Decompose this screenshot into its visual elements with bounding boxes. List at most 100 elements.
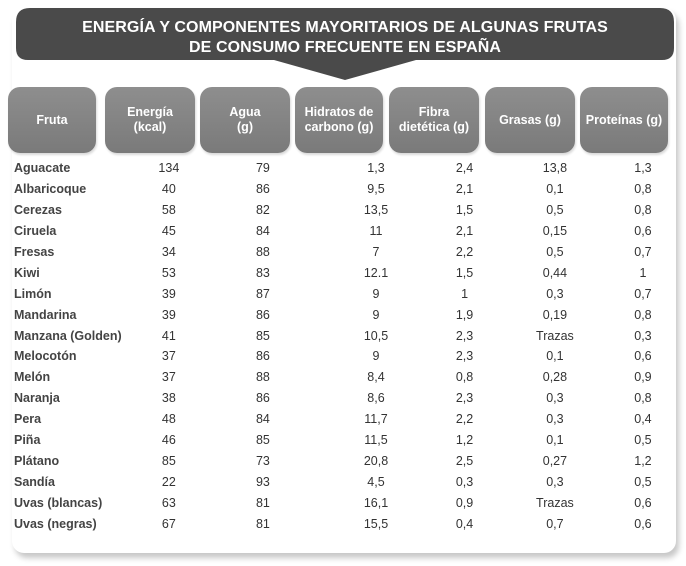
fruit-name: Kiwi bbox=[14, 265, 40, 280]
cell-hidratos: 8,4 bbox=[367, 370, 385, 385]
cell-hidratos: 11 bbox=[369, 224, 383, 239]
fruit-name: Limón bbox=[14, 286, 52, 301]
fruit-name: Sandía bbox=[14, 474, 55, 489]
cell-agua: 82 bbox=[255, 203, 270, 218]
cell-proteinas: 0,6 bbox=[634, 349, 652, 364]
table-row: Manzana (Golden) 41 85 10,5 2,3 Trazas 0,3 bbox=[14, 325, 686, 346]
cell-hidratos: 11,7 bbox=[364, 412, 388, 427]
title-line-2: DE CONSUMO FRECUENTE EN ESPAÑA bbox=[188, 39, 502, 56]
cell-fibra: 0,3 bbox=[455, 474, 474, 489]
cell-agua: 86 bbox=[255, 307, 270, 322]
table-row: Cerezas 58 82 13,5 1,5 0,5 0,8 bbox=[14, 200, 686, 221]
fruit-name: Melocotón bbox=[14, 349, 77, 364]
fruit-name: Aguacate bbox=[14, 161, 71, 176]
cell-energia: 58 bbox=[161, 203, 176, 218]
cell-proteinas: 0,5 bbox=[634, 433, 652, 448]
cell-grasas: 0,7 bbox=[546, 516, 564, 531]
table-row: Melón 37 88 8,4 0,8 0,28 0,9 bbox=[14, 367, 686, 388]
cell-grasas: 0,15 bbox=[542, 224, 568, 239]
cell-agua: 83 bbox=[255, 265, 270, 280]
table-row: Ciruela 45 84 11 2,1 0,15 0,6 bbox=[14, 221, 686, 242]
cell-agua: 84 bbox=[255, 224, 270, 239]
cell-hidratos: 9 bbox=[372, 349, 380, 364]
cell-hidratos: 11,5 bbox=[364, 433, 388, 448]
table-row: Mandarina 39 86 9 1,9 0,19 0,8 bbox=[14, 304, 686, 325]
fruit-name: Ciruela bbox=[14, 224, 57, 239]
cell-hidratos: 10,5 bbox=[363, 328, 389, 343]
cell-hidratos: 7 bbox=[372, 245, 380, 259]
cell-energia: 40 bbox=[161, 182, 176, 197]
cell-grasas: 0,27 bbox=[542, 453, 568, 468]
cell-agua: 86 bbox=[255, 182, 270, 197]
cell-fibra: 2,2 bbox=[455, 412, 474, 427]
cell-grasas: Trazas bbox=[536, 495, 574, 510]
table-row: Melocotón 37 86 9 2,3 0,1 0,6 bbox=[14, 346, 686, 367]
cell-agua: 86 bbox=[255, 349, 270, 364]
cell-grasas: 0,3 bbox=[546, 286, 564, 301]
cell-hidratos: 9 bbox=[372, 307, 380, 322]
fruit-name: Cerezas bbox=[14, 203, 62, 218]
cell-agua: 81 bbox=[255, 516, 270, 531]
cell-proteinas: 0,8 bbox=[634, 391, 652, 406]
cell-fibra: 2,2 bbox=[455, 245, 474, 259]
column-headers: Fruta Energía (kcal) Agua (g) Hidratos d… bbox=[8, 87, 678, 153]
cell-energia: 53 bbox=[161, 265, 176, 280]
table-row: Piña 46 85 11,5 1,2 0,1 0,5 bbox=[14, 430, 686, 451]
cell-fibra: 0,8 bbox=[455, 370, 474, 385]
header-fruta: Fruta bbox=[8, 87, 96, 153]
cell-fibra: 1 bbox=[461, 286, 469, 301]
cell-proteinas: 0,6 bbox=[634, 495, 652, 510]
cell-fibra: 1,2 bbox=[455, 433, 474, 448]
table-row: Uvas (blancas) 63 81 16,1 0,9 Trazas 0,6 bbox=[14, 492, 686, 513]
cell-fibra: 2,1 bbox=[455, 182, 474, 197]
cell-proteinas: 1,3 bbox=[634, 161, 652, 176]
table-row: Limón 39 87 9 1 0,3 0,7 bbox=[14, 283, 686, 304]
cell-fibra: 2,3 bbox=[455, 349, 474, 364]
cell-proteinas: 0,4 bbox=[634, 412, 652, 427]
table-row: Fresas 34 88 7 2,2 0,5 0,7 bbox=[14, 242, 686, 263]
cell-agua: 84 bbox=[255, 412, 270, 427]
fruit-name: Manzana (Golden) bbox=[14, 328, 122, 343]
cell-energia: 22 bbox=[161, 474, 176, 489]
cell-agua: 88 bbox=[255, 245, 270, 259]
cell-grasas: 0,3 bbox=[546, 412, 564, 427]
title-banner-shape bbox=[16, 8, 674, 80]
cell-hidratos: 9 bbox=[372, 286, 380, 301]
cell-hidratos: 15,5 bbox=[363, 516, 389, 531]
cell-hidratos: 8,6 bbox=[367, 391, 385, 406]
fruit-name: Uvas (blancas) bbox=[14, 495, 103, 510]
cell-energia: 63 bbox=[161, 495, 176, 510]
cell-proteinas: 0,3 bbox=[634, 328, 652, 343]
cell-agua: 79 bbox=[255, 161, 270, 176]
cell-agua: 81 bbox=[255, 495, 270, 510]
cell-proteinas: 1,2 bbox=[634, 453, 652, 468]
table-row: Uvas (negras) 67 81 15,5 0,4 0,7 0,6 bbox=[14, 513, 686, 534]
cell-fibra: 1,9 bbox=[455, 307, 474, 322]
cell-hidratos: 1,3 bbox=[367, 161, 385, 176]
cell-fibra: 2,4 bbox=[455, 161, 474, 176]
fruit-name: Plátano bbox=[14, 453, 60, 468]
header-proteinas: Proteínas (g) bbox=[580, 87, 668, 153]
cell-hidratos: 20,8 bbox=[363, 453, 389, 468]
cell-grasas: 0,1 bbox=[546, 349, 564, 364]
cell-energia: 37 bbox=[161, 370, 176, 385]
page-title: ENERGÍA Y COMPONENTES MAYORITARIOS DE AL… bbox=[16, 18, 674, 58]
table-row: Kiwi 53 83 12.1 1,5 0,44 1 bbox=[14, 262, 686, 283]
header-agua: Agua (g) bbox=[200, 87, 290, 153]
fruit-name: Fresas bbox=[14, 245, 55, 259]
cell-grasas: 0,5 bbox=[546, 245, 564, 259]
cell-proteinas: 0,7 bbox=[634, 245, 652, 259]
cell-hidratos: 16,1 bbox=[363, 495, 389, 510]
cell-hidratos: 12.1 bbox=[363, 265, 389, 280]
table-row: Albaricoque 40 86 9,5 2,1 0,1 0,8 bbox=[14, 179, 686, 200]
cell-agua: 87 bbox=[255, 286, 270, 301]
cell-proteinas: 0,7 bbox=[634, 286, 652, 301]
cell-proteinas: 0,5 bbox=[634, 474, 652, 489]
header-hidratos: Hidratos de carbono (g) bbox=[295, 87, 383, 153]
cell-fibra: 0,4 bbox=[455, 516, 474, 531]
cell-hidratos: 9,5 bbox=[367, 182, 385, 197]
cell-proteinas: 0,8 bbox=[634, 182, 652, 197]
fruit-name: Albaricoque bbox=[14, 182, 87, 197]
cell-fibra: 1,5 bbox=[455, 203, 474, 218]
cell-energia: 38 bbox=[161, 391, 176, 406]
